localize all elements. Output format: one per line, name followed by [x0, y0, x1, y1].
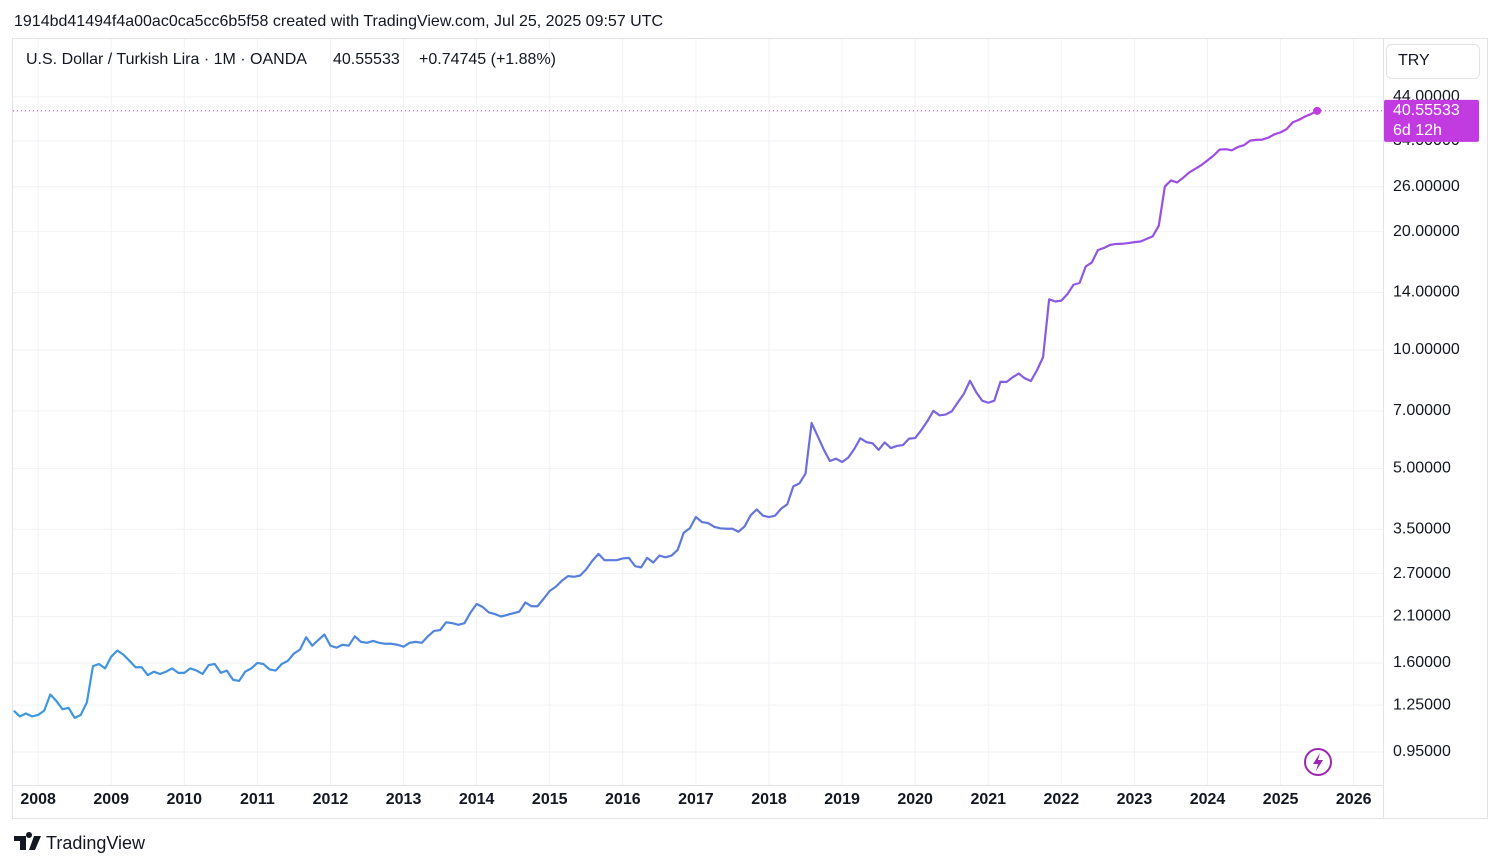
x-tick-label: 2022 [1044, 791, 1080, 808]
x-tick-label: 2018 [751, 791, 787, 808]
y-tick-label: 20.00000 [1393, 223, 1460, 240]
y-tick-label: 14.00000 [1393, 284, 1460, 301]
y-tick-label: 2.10000 [1393, 608, 1451, 625]
symbol-title: U.S. Dollar / Turkish Lira · 1M · OANDA [26, 51, 307, 68]
y-tick-label: 10.00000 [1393, 341, 1460, 358]
x-tick-label: 2012 [313, 791, 349, 808]
y-tick-label: 1.60000 [1393, 654, 1451, 671]
axes: 2008 2009 2010 2011 2012 2013 2014 2015 2016 2017… [20, 88, 1479, 808]
currency-button[interactable] [1386, 44, 1480, 79]
grid [13, 39, 1383, 785]
plot [13, 106, 1383, 719]
y-tick-label: 1.25000 [1393, 696, 1451, 713]
caption: 1914bd41494f4a00ac0ca5cc6b5f58 created w… [14, 13, 663, 30]
x-tick-label: 2009 [93, 791, 129, 808]
x-tick-label: 2017 [678, 791, 714, 808]
x-tick-label: 2011 [240, 791, 275, 808]
flash-icon[interactable] [1304, 748, 1332, 776]
last-price-label: 40.55533 [1393, 102, 1460, 119]
price-line [13, 109, 1318, 719]
x-tick-label: 2020 [897, 791, 933, 808]
x-tick-label: 2016 [605, 791, 641, 808]
x-tick-label: 2023 [1117, 791, 1153, 808]
currency[interactable]: TRY [1398, 52, 1430, 69]
x-tick-label: 2026 [1336, 791, 1372, 808]
header-change: +0.74745 (+1.88%) [419, 51, 556, 68]
x-tick-label: 2015 [532, 791, 568, 808]
x-tick-label: 2025 [1263, 791, 1299, 808]
y-tick-label: 5.00000 [1393, 460, 1451, 477]
y-tick-label: 0.95000 [1393, 743, 1451, 760]
x-tick-label: 2021 [970, 791, 1006, 808]
x-tick-label: 2014 [459, 791, 495, 808]
y-tick-label: 2.70000 [1393, 565, 1451, 582]
last-price-dot [1313, 106, 1322, 115]
y-tick-label: 26.00000 [1393, 178, 1460, 195]
y-tick-label: 7.00000 [1393, 402, 1451, 419]
brand-logo [14, 831, 41, 850]
chart-frame [12, 38, 1488, 819]
brand-name: TradingView [46, 833, 146, 853]
flash-circle[interactable] [1304, 748, 1332, 776]
x-tick-label: 2019 [824, 791, 860, 808]
x-tick-label: 2008 [20, 791, 56, 808]
y-tick-label: 3.50000 [1393, 520, 1451, 537]
countdown-label: 6d 12h [1393, 122, 1442, 139]
brand: TradingView [14, 831, 146, 853]
x-tick-label: 2024 [1190, 791, 1226, 808]
x-tick-label: 2013 [386, 791, 422, 808]
x-tick-label: 2010 [166, 791, 202, 808]
last-price-box [1384, 99, 1479, 142]
header-price: 40.55533 [333, 51, 400, 68]
flash-bolt[interactable] [1313, 753, 1323, 771]
